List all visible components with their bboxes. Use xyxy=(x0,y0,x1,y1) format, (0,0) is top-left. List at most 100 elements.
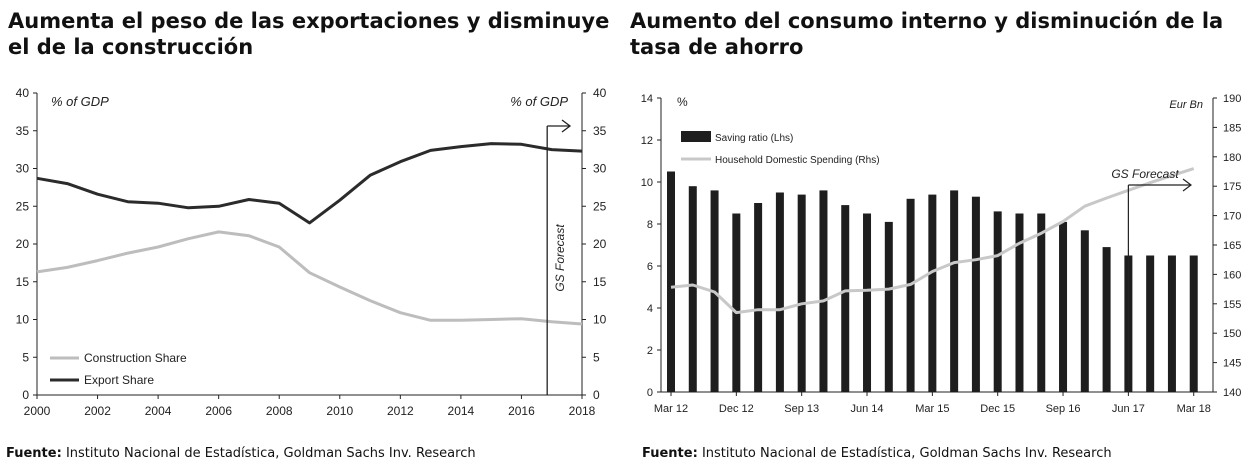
x-tick-label: Sep 13 xyxy=(784,403,819,415)
x-tick-label: 2006 xyxy=(205,404,232,418)
saving-ratio-bar xyxy=(1015,213,1024,392)
y-tick-label-right: 160 xyxy=(1223,269,1241,281)
saving-ratio-bar xyxy=(1080,230,1089,392)
saving-ratio-bar xyxy=(732,213,741,392)
y-tick-label-right: 10 xyxy=(593,313,607,327)
x-tick-label: 2010 xyxy=(326,404,353,418)
right-chart-title: Aumento del consumo interno y disminució… xyxy=(630,9,1224,59)
saving-ratio-bar xyxy=(1102,247,1111,392)
y-tick-label-right: 5 xyxy=(593,350,600,364)
saving-ratio-bar xyxy=(906,198,915,392)
y-tick-label: 40 xyxy=(16,86,30,100)
saving-ratio-bar xyxy=(667,171,675,392)
left-axis-unit: % of GDP xyxy=(51,94,109,109)
right-axis-unit: Eur Bn xyxy=(1169,99,1203,111)
export-legend-label: Export Share xyxy=(84,373,154,387)
right-panel: Aumento del consumo interno y disminució… xyxy=(630,0,1250,473)
x-tick-label: Jun 14 xyxy=(851,403,884,415)
left-source-text: Instituto Nacional de Estadística, Goldm… xyxy=(65,446,476,461)
y-tick-label-right: 150 xyxy=(1223,328,1241,340)
saving-ratio-bar xyxy=(797,194,806,392)
y-tick-label: 14 xyxy=(641,93,653,105)
saving-ratio-bar xyxy=(688,186,697,392)
y-tick-label: 0 xyxy=(22,388,29,402)
saving-ratio-bar xyxy=(928,194,937,392)
y-tick-label: 8 xyxy=(647,219,653,231)
x-tick-label: 2014 xyxy=(448,404,475,418)
x-tick-label: Mar 12 xyxy=(654,403,688,415)
saving-ratio-bar xyxy=(819,190,828,392)
forecast-arrow-head xyxy=(1182,178,1192,192)
saving-ratio-bar xyxy=(754,203,763,392)
forecast-label: GS Forecast xyxy=(1111,167,1179,181)
export-share-line xyxy=(36,142,583,225)
saving-ratio-bar xyxy=(775,192,784,392)
y-tick-label: 20 xyxy=(16,237,30,251)
left-chart-title: Aumenta el peso de las exportaciones y d… xyxy=(8,9,610,59)
y-tick-label-right: 140 xyxy=(1223,387,1241,399)
y-tick-label: 10 xyxy=(16,313,30,327)
left-panel: Aumenta el peso de las exportaciones y d… xyxy=(0,0,620,473)
left-source: Fuente: Instituto Nacional de Estadístic… xyxy=(6,446,476,461)
x-tick-label: 2000 xyxy=(24,404,51,418)
saving-ratio-bar xyxy=(993,211,1002,392)
saving-ratio-bar xyxy=(1037,213,1046,392)
y-tick-label-right: 30 xyxy=(593,162,607,176)
saving-ratio-legend-swatch xyxy=(681,131,711,142)
forecast-label: GS Forecast xyxy=(553,224,567,292)
x-tick-label: 2012 xyxy=(387,404,414,418)
saving-ratio-bar xyxy=(1146,255,1155,392)
x-tick-label: Mar 15 xyxy=(915,403,949,415)
construction-legend-label: Construction Share xyxy=(84,351,187,365)
export-construction-chart: 0 0 5 5 10 10 15 15 20 20 25 25 30 30 35 35 40 40 2000 2002… xyxy=(16,86,607,418)
y-tick-label: 35 xyxy=(16,124,30,138)
right-source-text: Instituto Nacional de Estadística, Goldm… xyxy=(701,446,1112,461)
y-tick-label-right: 25 xyxy=(593,199,607,213)
y-tick-label-right: 40 xyxy=(593,86,607,100)
x-tick-label: 2008 xyxy=(266,404,293,418)
right-source: Fuente: Instituto Nacional de Estadístic… xyxy=(642,446,1112,461)
y-tick-label-right: 170 xyxy=(1223,211,1241,223)
left-source-label: Fuente: xyxy=(6,446,62,461)
x-tick-label: Sep 16 xyxy=(1046,403,1081,415)
y-tick-label-right: 20 xyxy=(593,237,607,251)
left-axis-unit: % xyxy=(677,95,688,109)
y-tick-label: 12 xyxy=(641,135,653,147)
y-tick-label-right: 185 xyxy=(1223,122,1241,134)
y-tick-label: 25 xyxy=(16,199,30,213)
y-tick-label-right: 15 xyxy=(593,275,607,289)
y-tick-label: 15 xyxy=(16,275,30,289)
y-tick-label: 6 xyxy=(647,261,653,273)
x-tick-label: Mar 18 xyxy=(1177,403,1211,415)
y-tick-label: 10 xyxy=(641,177,653,189)
saving-ratio-bar xyxy=(863,213,872,392)
saving-spending-chart: 0 2 4 6 8 10 12 14 140 145 150 155 160 165 170 175 180 18… xyxy=(641,93,1242,415)
y-tick-label: 30 xyxy=(16,162,30,176)
saving-ratio-bar xyxy=(884,221,893,392)
y-tick-label-right: 175 xyxy=(1223,181,1241,193)
y-tick-label-right: 155 xyxy=(1223,299,1241,311)
y-tick-label-right: 0 xyxy=(593,388,600,402)
y-tick-label-right: 145 xyxy=(1223,358,1241,370)
saving-ratio-bar xyxy=(1189,255,1198,392)
saving-ratio-bar xyxy=(1059,221,1068,392)
y-tick-label-right: 190 xyxy=(1223,93,1241,105)
saving-ratio-bar xyxy=(950,190,959,392)
y-tick-label: 5 xyxy=(22,350,29,364)
y-tick-label: 4 xyxy=(647,303,653,315)
x-tick-label: Dec 12 xyxy=(719,403,754,415)
y-tick-label: 2 xyxy=(647,345,653,357)
x-tick-label: 2016 xyxy=(508,404,535,418)
y-tick-label: 0 xyxy=(647,387,653,399)
saving-ratio-bar xyxy=(971,196,980,392)
forecast-arrow-head xyxy=(561,119,572,133)
right-source-label: Fuente: xyxy=(642,446,698,461)
saving-ratio-bar xyxy=(1167,255,1176,392)
saving-ratio-bar xyxy=(841,205,850,392)
saving-ratio-legend-label: Saving ratio (Lhs) xyxy=(715,133,793,144)
spending-legend-label: Household Domestic Spending (Rhs) xyxy=(715,155,880,166)
right-axis-unit: % of GDP xyxy=(510,94,568,109)
construction-share-line xyxy=(36,230,583,326)
x-tick-label: Jun 17 xyxy=(1112,403,1145,415)
y-tick-label-right: 180 xyxy=(1223,152,1241,164)
